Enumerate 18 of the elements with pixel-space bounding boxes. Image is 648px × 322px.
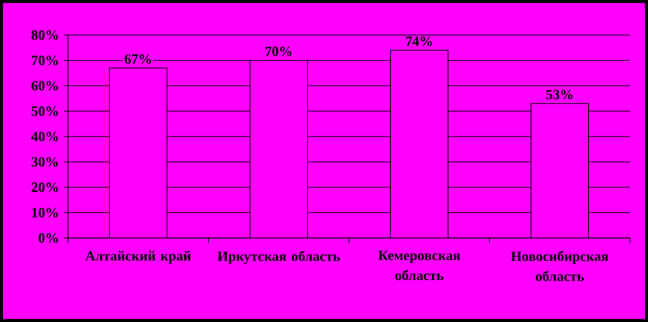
data-label: 70%	[266, 46, 292, 56]
y-tick-label: 60%	[32, 81, 58, 91]
data-label: 74%	[406, 36, 432, 46]
y-tick-label: 20%	[32, 182, 58, 192]
x-tick-label: Кемеровская область	[378, 250, 460, 280]
y-tick-label: 80%	[32, 30, 58, 40]
y-tick-label: 50%	[32, 106, 58, 116]
bar	[250, 60, 308, 238]
y-tick-label: 30%	[32, 157, 58, 167]
y-tick-label: 40%	[31, 132, 58, 142]
x-tick-label: Алтайский край	[85, 250, 191, 264]
x-tick-label: Иркутская область	[218, 250, 340, 264]
y-tick-label: 10%	[32, 208, 58, 218]
x-tick-label: Новосибирская область	[511, 250, 608, 282]
data-label: 67%	[124, 54, 151, 64]
y-tick-label: 0%	[38, 233, 58, 243]
y-tick-label: 70%	[32, 56, 58, 66]
data-label: 53%	[546, 90, 572, 100]
